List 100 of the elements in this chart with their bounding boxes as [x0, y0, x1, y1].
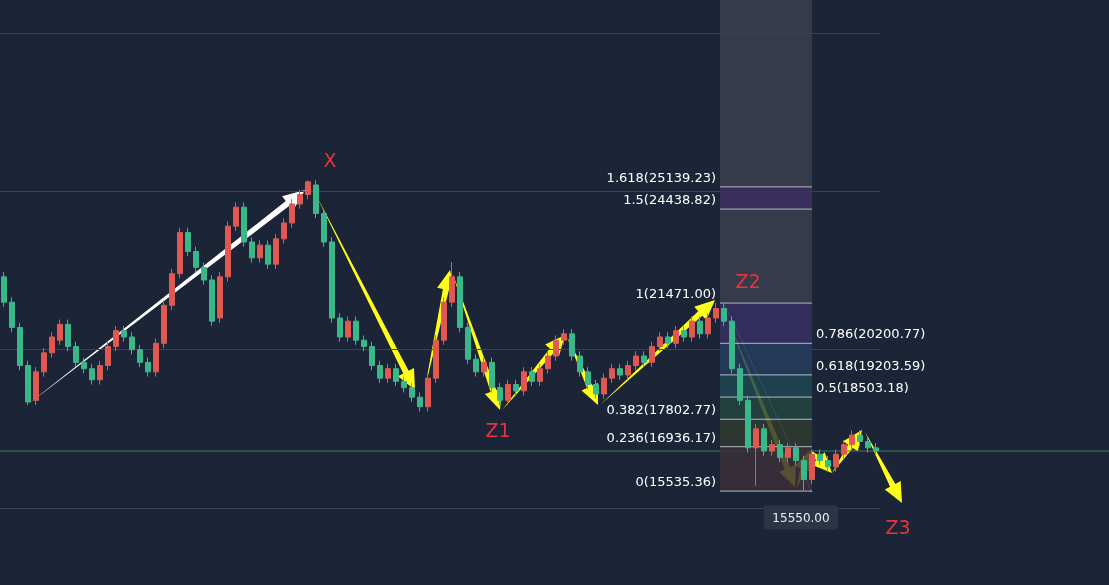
candlestick [193, 246, 199, 273]
candlestick [601, 372, 607, 400]
candlestick [657, 331, 663, 352]
candlestick [465, 322, 471, 365]
candlestick [169, 268, 175, 311]
candlestick [257, 239, 263, 264]
candlestick [113, 325, 119, 352]
candlestick [433, 334, 439, 384]
candlestick [345, 315, 351, 343]
candlestick [489, 357, 495, 393]
candlestick [705, 312, 711, 340]
candlestick [425, 372, 431, 412]
ref-line-label: 1(21471.00) [635, 286, 716, 302]
candlestick [569, 328, 575, 362]
candlestick [121, 325, 127, 343]
candlestick [17, 322, 23, 371]
candlestick [665, 331, 671, 349]
candlestick [57, 319, 63, 346]
candlestick [689, 315, 695, 343]
ref-line-label: 0.5(18503.18) [816, 380, 909, 396]
candlestick [513, 379, 519, 397]
candlestick [89, 363, 95, 386]
candlestick [233, 201, 239, 232]
candlestick [577, 350, 583, 378]
ref-line-label: 0.786(20200.77) [816, 326, 926, 342]
ref-line-label: 0.618(19203.59) [816, 357, 926, 373]
candlestick [241, 201, 247, 248]
candlestick [377, 360, 383, 384]
candlestick [529, 366, 535, 387]
candlestick [481, 357, 487, 378]
candlestick [81, 357, 87, 374]
annotation: Z1 [485, 419, 511, 441]
candlestick [153, 338, 159, 378]
candlestick [49, 331, 55, 359]
text: Z3 [885, 516, 911, 538]
candlestick [505, 379, 511, 406]
candlestick [73, 341, 79, 368]
candlestick [281, 217, 287, 245]
candlestick [385, 363, 391, 384]
candlestick [137, 344, 143, 368]
candlestick [609, 363, 615, 384]
candlestick [441, 296, 447, 346]
candlestick [625, 360, 631, 381]
candlestick [329, 236, 335, 324]
candlestick [649, 341, 655, 368]
candlestick [593, 379, 599, 400]
candlestick [97, 360, 103, 386]
candlestick [201, 262, 207, 286]
candlestick [9, 296, 15, 333]
candlestick [729, 315, 735, 374]
candlestick [41, 347, 47, 378]
candlestick [777, 439, 783, 463]
candlestick [521, 366, 527, 397]
candlestick [545, 350, 551, 374]
candlestick [161, 300, 167, 349]
candlestick [761, 423, 767, 457]
candlestick [305, 179, 311, 200]
candlestick [409, 382, 415, 403]
candlestick [353, 315, 359, 346]
candlestick [497, 382, 503, 406]
candlestick [449, 261, 455, 308]
candlestick [65, 319, 71, 352]
candlestick [217, 271, 223, 324]
candlestick [313, 179, 319, 219]
ref-line-label: 1.618(25139.23) [606, 169, 716, 185]
candlestick [393, 363, 399, 387]
candlestick [817, 448, 823, 466]
candlestick [249, 236, 255, 264]
candlestick [1, 271, 7, 308]
candlestick [337, 312, 343, 343]
candlestick [697, 315, 703, 340]
candlestick [833, 448, 839, 473]
candlestick [185, 227, 191, 257]
candlestick [225, 220, 231, 283]
candlestick [561, 328, 567, 346]
candlestick [681, 325, 687, 343]
candlestick [585, 366, 591, 390]
candlestick [713, 302, 719, 324]
candlestick [297, 189, 303, 210]
candlestick [825, 455, 831, 473]
candlestick [105, 341, 111, 371]
candlestick [25, 360, 31, 406]
candlestick [753, 423, 759, 487]
candlestick [473, 353, 479, 378]
candlestick [321, 208, 327, 248]
candlestick [841, 439, 847, 460]
candlestick [265, 239, 271, 270]
candlestick [145, 357, 151, 378]
candlestick [417, 391, 423, 412]
candlestick [849, 429, 855, 450]
candlestick [873, 442, 879, 457]
annotation: 15550.00 [772, 510, 830, 525]
candlestick [553, 334, 559, 362]
candlestick [177, 227, 183, 279]
candlestick [129, 331, 135, 355]
candlestick [673, 325, 679, 349]
ref-line-label: 0(15535.36) [635, 474, 716, 490]
candlestick [537, 363, 543, 387]
candlestick [769, 439, 775, 457]
ref-line-label: 0.382(17802.77) [606, 402, 716, 418]
